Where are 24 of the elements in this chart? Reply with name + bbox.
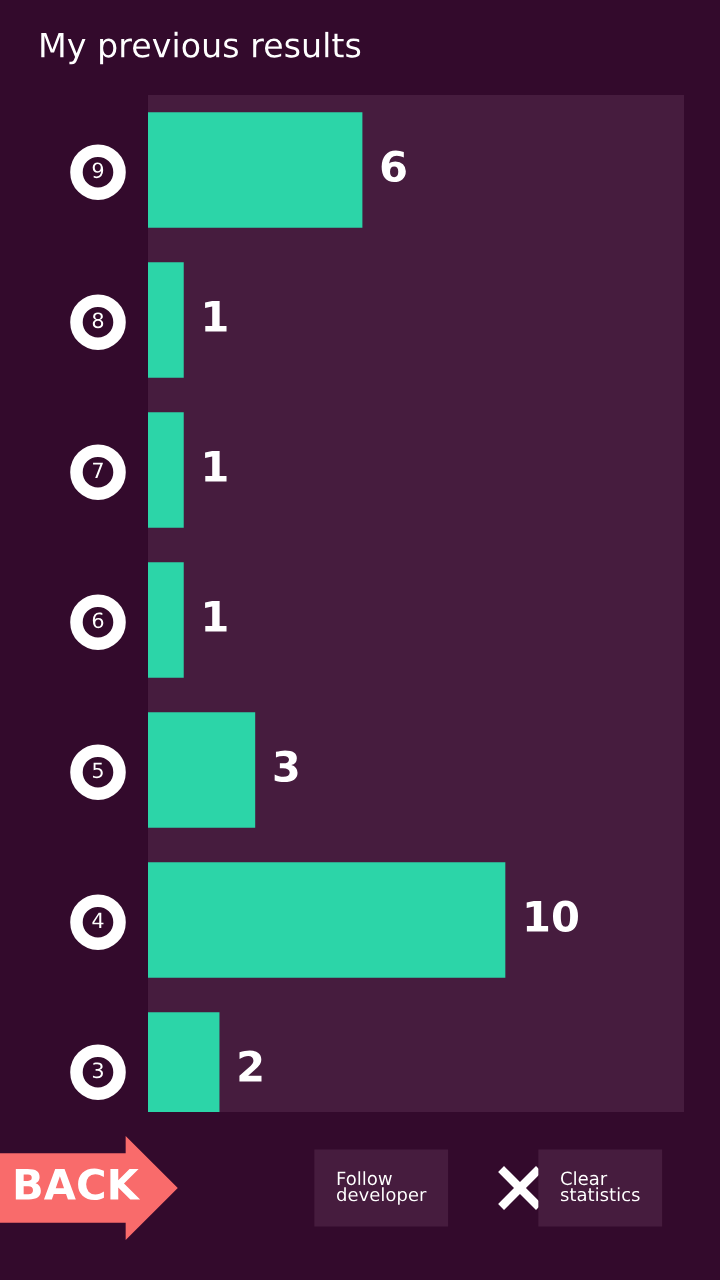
y-tick-label: 3 xyxy=(92,1062,103,1079)
data-label: 6 xyxy=(381,150,406,183)
bar xyxy=(148,412,184,528)
chart-title: My previous results xyxy=(41,31,361,65)
data-label: 2 xyxy=(239,1050,262,1082)
data-label: 3 xyxy=(274,750,298,783)
text: Follow developer xyxy=(337,1171,427,1205)
text: BACK xyxy=(15,1168,141,1201)
bar xyxy=(148,262,184,378)
y-tick-label: 4 xyxy=(92,912,104,928)
text: Clear statistics xyxy=(560,1171,640,1202)
y-tick-label: 9 xyxy=(92,162,104,179)
data-label: 1 xyxy=(205,451,227,482)
data-label: 1 xyxy=(205,301,227,332)
y-tick-label: 8 xyxy=(92,312,104,329)
y-tick-label: 6 xyxy=(92,612,104,629)
y-tick-label: 5 xyxy=(92,762,103,779)
bar xyxy=(148,112,363,228)
data-label: 1 xyxy=(205,601,227,632)
bar xyxy=(148,862,506,978)
bar xyxy=(148,562,184,678)
data-label: 10 xyxy=(526,900,578,933)
y-tick-label: 7 xyxy=(93,462,103,478)
bar xyxy=(148,712,256,828)
